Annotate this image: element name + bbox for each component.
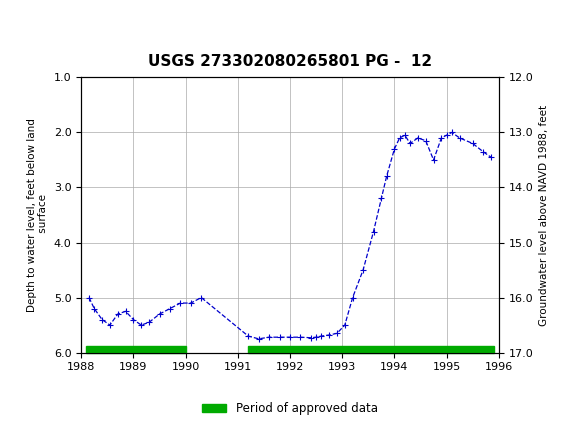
Bar: [248, 346, 342, 353]
Y-axis label: Groundwater level above NAVD 1988, feet: Groundwater level above NAVD 1988, feet: [539, 104, 549, 326]
Legend: Period of approved data: Period of approved data: [198, 397, 382, 420]
Text: ≡USGS: ≡USGS: [12, 16, 70, 35]
Bar: [86, 346, 186, 353]
Text: USGS 273302080265801 PG -  12: USGS 273302080265801 PG - 12: [148, 54, 432, 69]
Y-axis label: Depth to water level, feet below land
 surface: Depth to water level, feet below land su…: [27, 118, 48, 312]
Bar: [342, 346, 494, 353]
